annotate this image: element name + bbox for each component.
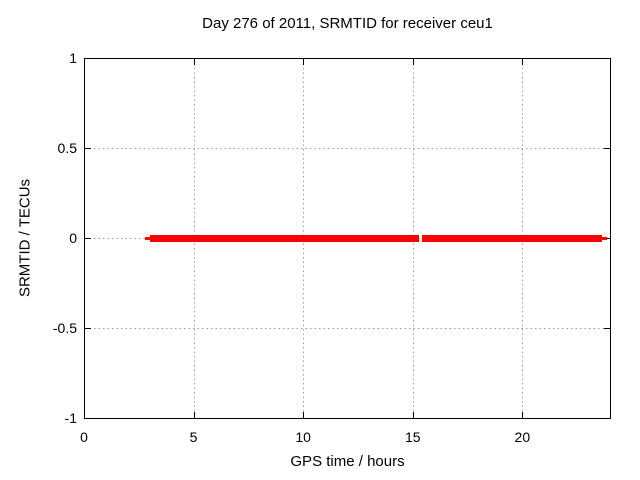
- x-tick-label: 15: [404, 429, 421, 445]
- y-tick-mark-left: [85, 238, 91, 239]
- x-axis-label: GPS time / hours: [290, 453, 405, 470]
- x-tick-mark-top: [193, 59, 195, 65]
- series-line-segment: [421, 235, 603, 242]
- y-tick-mark-left: [85, 328, 91, 329]
- x-tick-mark-bottom: [522, 412, 524, 418]
- x-tick-label: 0: [80, 429, 88, 445]
- plot-area: [84, 58, 611, 419]
- y-tick-label: 0: [69, 230, 77, 246]
- series-line-cap-left: [144, 237, 150, 240]
- x-tick-label: 10: [295, 429, 311, 445]
- x-tick-mark-top: [303, 59, 305, 65]
- y-tick-label: -0.5: [52, 320, 77, 336]
- x-tick-mark-bottom: [412, 412, 414, 418]
- y-tick-mark-right: [604, 328, 610, 329]
- x-tick-mark-top: [412, 59, 414, 65]
- y-gridline: [85, 328, 610, 329]
- y-tick-mark-right: [604, 148, 610, 149]
- y-tick-mark-left: [85, 148, 91, 149]
- x-tick-label: 5: [189, 429, 198, 445]
- y-gridline: [85, 148, 610, 149]
- y-tick-label: 1: [69, 50, 77, 66]
- series-line-cap-right: [602, 237, 608, 240]
- y-tick-label: -1: [64, 410, 77, 426]
- series-line-segment: [149, 235, 420, 242]
- chart-title: Day 276 of 2011, SRMTID for receiver ceu…: [202, 15, 493, 32]
- x-tick-mark-top: [522, 59, 524, 65]
- x-tick-mark-bottom: [303, 412, 305, 418]
- y-tick-label: 0.5: [57, 140, 77, 156]
- x-tick-mark-bottom: [193, 412, 195, 418]
- x-tick-label: 20: [514, 429, 531, 445]
